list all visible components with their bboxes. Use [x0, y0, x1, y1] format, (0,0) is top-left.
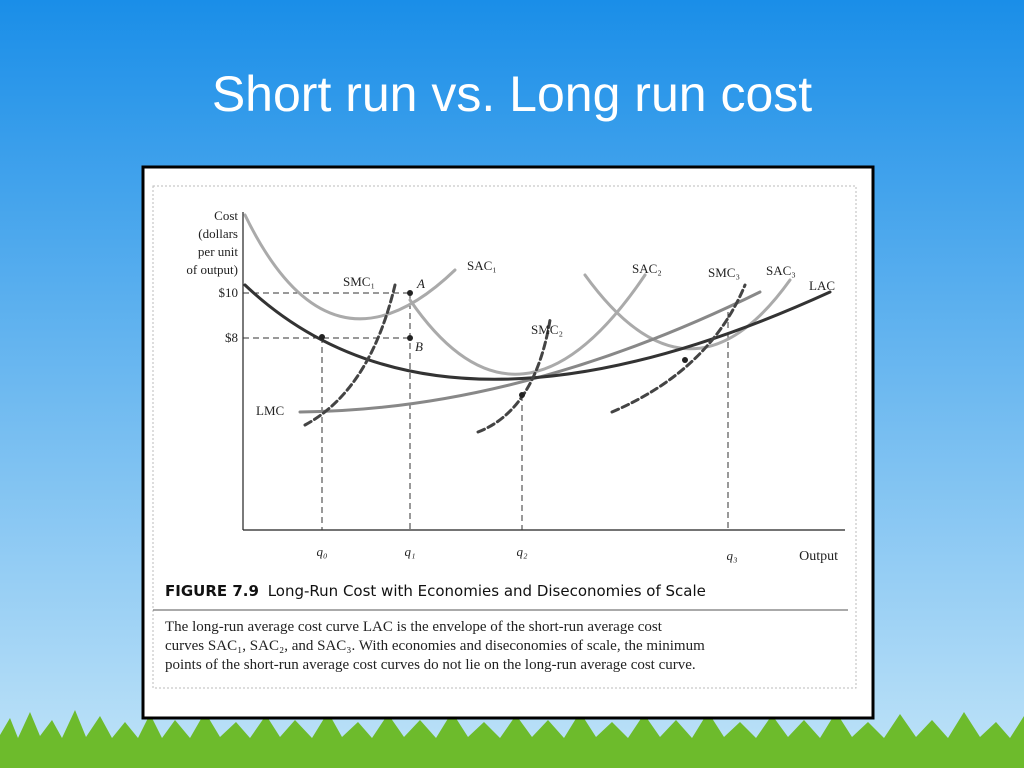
description-line: curves SAC₁, SAC₂, and SAC₃. With econom… — [165, 638, 705, 654]
curve-label: LMC — [256, 403, 284, 418]
point — [519, 392, 525, 398]
x-axis-label: Output — [799, 549, 838, 564]
caption-number: FIGURE 7.9 — [165, 582, 259, 600]
smc2-curve — [476, 318, 552, 434]
slide-title: Short run vs. Long run cost — [212, 66, 812, 122]
x-label: q₃ — [726, 548, 737, 563]
point — [682, 357, 688, 363]
x-label: q₂ — [516, 544, 528, 559]
y-axis-label: per unit — [198, 244, 238, 259]
sac1-curve — [243, 213, 457, 321]
x-label: q₁ — [404, 544, 415, 559]
smc1-curve — [303, 283, 397, 427]
description-line: The long-run average cost curve LAC is t… — [165, 619, 663, 635]
point-label: B — [415, 339, 423, 354]
x-label: q₀ — [316, 544, 327, 559]
point-a — [407, 290, 413, 296]
curve-label: SAC₃ — [766, 263, 796, 278]
point-label: A — [416, 276, 425, 291]
figure-border — [152, 185, 857, 689]
y-label: $8 — [225, 330, 238, 345]
description-line: points of the short-run average cost cur… — [165, 657, 696, 673]
lmc-curve — [298, 290, 762, 414]
curve-label: SAC₁ — [467, 258, 497, 273]
guide-lines — [243, 292, 729, 530]
labels: Cost (dollars per unit of output) $10 $8… — [186, 208, 838, 564]
point-b — [407, 335, 413, 341]
curve-label: SMC₁ — [343, 274, 375, 289]
smc3-curve — [610, 283, 747, 414]
point — [319, 334, 325, 340]
caption: FIGURE 7.9 Long-Run Cost with Economies … — [165, 582, 706, 600]
caption-title: Long-Run Cost with Economies and Disecon… — [268, 582, 706, 600]
lac-curve — [243, 283, 832, 381]
sac2-curve — [408, 273, 647, 376]
curves — [243, 213, 832, 434]
y-axis-label: (dollars — [198, 226, 238, 241]
y-axis-label: Cost — [214, 208, 238, 223]
curve-label: SMC₃ — [708, 265, 740, 280]
sac3-curve — [583, 273, 792, 351]
curve-label: SAC₂ — [632, 261, 662, 276]
y-axis-label: of output) — [186, 262, 238, 277]
curve-label: LAC — [809, 278, 835, 293]
y-label: $10 — [219, 285, 239, 300]
description: The long-run average cost curve LAC is t… — [165, 619, 705, 673]
figure-frame — [141, 165, 875, 720]
grass — [0, 710, 1024, 768]
curve-label: SMC₂ — [531, 322, 563, 337]
